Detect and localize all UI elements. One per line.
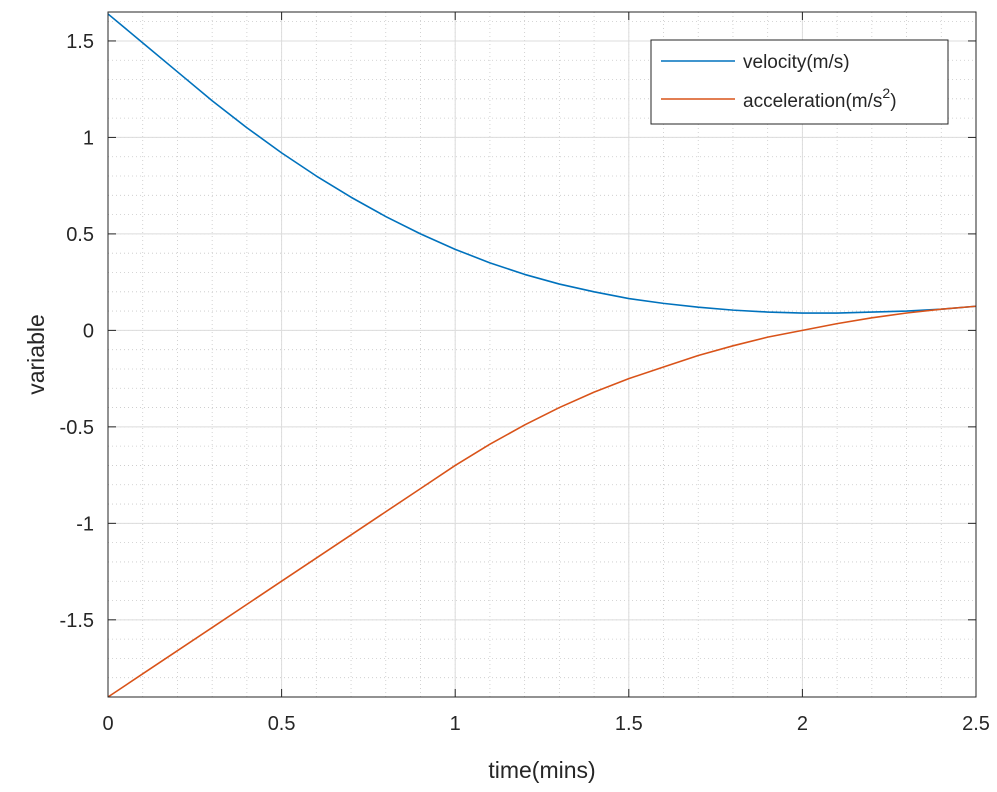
legend-entry-acceleration: acceleration(m/s2) [743,85,897,112]
x-axis-ticks: 0 0.5 1 1.5 2 2.5 [102,12,990,735]
y-tick-label: -0.5 [60,417,94,439]
legend-acceleration-close: ) [890,91,896,112]
y-tick-label: 0 [83,320,94,342]
axes-box [107,11,977,698]
legend-box [650,39,949,125]
y-axis-label: variable [23,314,49,395]
y-tick-label: -1.5 [60,610,94,632]
x-tick-label: 2 [797,713,808,735]
y-tick-label: 1 [83,127,94,149]
legend-acceleration-exponent: 2 [882,85,890,101]
legend-acceleration-base: acceleration(m/s [743,91,882,112]
x-axis-label: time(mins) [488,757,595,783]
x-tick-label: 1 [450,713,461,735]
y-tick-label: 0.5 [66,224,94,246]
x-tick-label: 1.5 [615,713,643,735]
x-tick-label: 0 [102,713,113,735]
series-layer [107,13,977,698]
y-axis-ticks: -1.5 -1 -0.5 0 0.5 1 1.5 [60,31,976,632]
major-grid [107,12,977,697]
legend-entry-velocity: velocity(m/s) [743,52,850,73]
y-tick-label: 1.5 [66,31,94,53]
series-line-velocity [107,13,977,314]
x-tick-label: 2.5 [962,713,990,735]
y-tick-label: -1 [76,513,94,535]
x-tick-label: 0.5 [268,713,296,735]
plot-area [108,12,976,697]
series-line-acceleration [107,305,977,698]
legend: velocity(m/s) acceleration(m/s2) [650,39,949,125]
